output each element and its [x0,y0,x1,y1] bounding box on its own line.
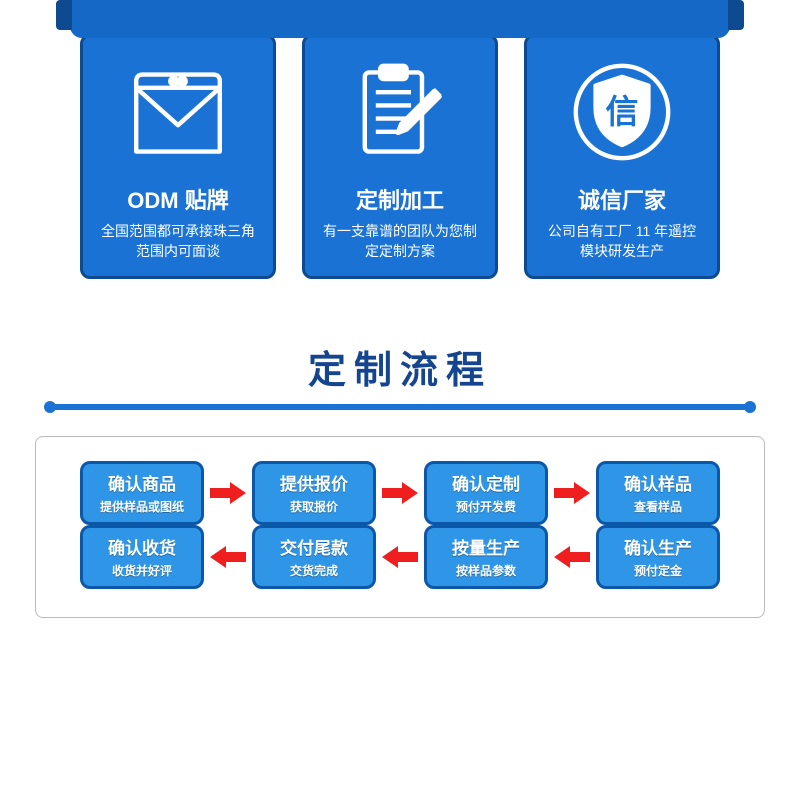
step-6: 按量生产 按样品参数 [424,525,548,589]
arrow-left-icon [382,546,418,568]
envelope-icon [123,57,233,167]
clipboard-icon [345,57,455,167]
step-title: 交付尾款 [280,534,348,559]
flow-box: 确认商品 提供样品或图纸 提供报价 获取报价 确认定制 预付开发费 确认样品 查… [35,436,765,618]
card-odm: ODM 贴牌 全国范围都可承接珠三角范围内可面谈 [80,34,276,279]
step-sub: 按样品参数 [456,562,516,579]
card-trust: 信 诚信厂家 公司自有工厂 11 年遥控模块研发生产 [524,34,720,279]
flow-row-top: 确认商品 提供样品或图纸 提供报价 获取报价 确认定制 预付开发费 确认样品 查… [56,461,744,525]
section-title: 定制流程 [0,339,800,394]
step-sub: 收货并好评 [112,562,172,579]
banner-bar [70,0,730,38]
card-title: 诚信厂家 [578,183,666,215]
card-custom: 定制加工 有一支靠谱的团队为您制定定制方案 [302,34,498,279]
card-desc: 全国范围都可承接珠三角范围内可面谈 [91,221,265,262]
bottom-dash [112,617,692,618]
step-title: 确认收货 [108,534,176,559]
step-title: 确认定制 [452,470,520,495]
step-sub: 交货完成 [290,562,338,579]
step-title: 确认样品 [624,470,692,495]
feature-cards: ODM 贴牌 全国范围都可承接珠三角范围内可面谈 定制加工 有一支靠谱的团队为您… [0,34,800,279]
card-desc: 公司自有工厂 11 年遥控模块研发生产 [535,221,709,262]
step-title: 确认生产 [624,534,692,559]
arrow-right-icon [382,482,418,504]
step-4: 确认样品 查看样品 [596,461,720,525]
card-title: ODM 贴牌 [127,183,228,215]
arrow-right-icon [210,482,246,504]
section-title-text: 定制流程 [308,350,492,392]
step-sub: 提供样品或图纸 [100,498,184,515]
card-title: 定制加工 [356,183,444,215]
step-1: 确认商品 提供样品或图纸 [80,461,204,525]
step-title: 确认商品 [108,470,176,495]
step-title: 提供报价 [280,470,348,495]
arrow-left-icon [554,546,590,568]
step-sub: 预付开发费 [456,498,516,515]
step-5: 确认生产 预付定金 [596,525,720,589]
section-rule [50,404,750,410]
step-2: 提供报价 获取报价 [252,461,376,525]
step-sub: 获取报价 [290,498,338,515]
step-sub: 查看样品 [634,498,682,515]
arrow-left-icon [210,546,246,568]
svg-text:信: 信 [606,93,639,130]
arrow-right-icon [554,482,590,504]
step-3: 确认定制 预付开发费 [424,461,548,525]
flow-row-bottom: 确认收货 收货并好评 交付尾款 交货完成 按量生产 按样品参数 确认生产 预付定… [56,525,744,589]
step-title: 按量生产 [452,534,520,559]
step-7: 交付尾款 交货完成 [252,525,376,589]
card-desc: 有一支靠谱的团队为您制定定制方案 [313,221,487,262]
shield-icon: 信 [567,57,677,167]
step-8: 确认收货 收货并好评 [80,525,204,589]
step-sub: 预付定金 [634,562,682,579]
